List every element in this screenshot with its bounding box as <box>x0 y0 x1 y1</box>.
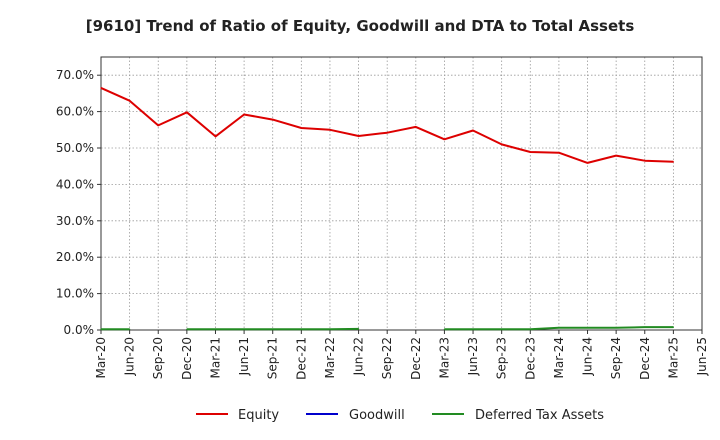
data-point-equity <box>214 135 217 137</box>
data-point-equity <box>644 160 646 162</box>
data-point-deferred-tax-assets <box>501 328 503 330</box>
legend-item-equity: Equity <box>196 408 279 423</box>
series-deferred-tax-assets <box>100 326 674 331</box>
x-tick-label: Mar-20 <box>94 337 108 378</box>
data-point-equity <box>100 87 102 89</box>
legend-item-deferred-tax-assets: Deferred Tax Assets <box>432 408 604 423</box>
data-point-equity <box>129 100 131 102</box>
x-tick-label: Jun-20 <box>123 337 137 376</box>
x-tick-label: Dec-20 <box>180 337 194 380</box>
x-tick-label: Sep-20 <box>151 337 165 379</box>
data-point-deferred-tax-assets <box>272 328 274 330</box>
x-tick-label: Sep-24 <box>609 337 623 379</box>
x-tick-label: Sep-22 <box>380 337 394 379</box>
data-point-equity <box>329 129 331 131</box>
y-tick-label: 30.0% <box>56 214 94 228</box>
y-tick-label: 50.0% <box>56 141 94 155</box>
legend-item-goodwill: Goodwill <box>306 408 405 423</box>
data-point-equity <box>529 151 531 153</box>
y-tick-label: 10.0% <box>56 287 94 301</box>
data-point-equity <box>272 119 274 121</box>
data-point-deferred-tax-assets <box>300 328 302 330</box>
data-point-equity <box>386 132 388 134</box>
data-point-deferred-tax-assets <box>472 328 474 330</box>
x-tick-label: Jun-23 <box>466 337 480 376</box>
x-tick-label: Mar-23 <box>437 337 451 378</box>
data-point-deferred-tax-assets <box>100 328 102 330</box>
x-tick-label: Mar-25 <box>666 337 680 378</box>
series-layer <box>100 86 674 331</box>
data-point-deferred-tax-assets <box>443 328 446 330</box>
plot-area <box>100 56 703 331</box>
y-tick-label: 20.0% <box>56 250 94 264</box>
data-point-equity <box>501 143 503 145</box>
data-point-equity <box>186 111 188 113</box>
data-point-equity <box>300 127 302 129</box>
x-tick-label: Sep-21 <box>266 337 280 379</box>
x-tick-label: Dec-24 <box>638 337 652 380</box>
data-point-equity <box>615 155 617 157</box>
legend: Equity Goodwill Deferred Tax Assets <box>196 408 604 423</box>
x-axis: Mar-20 Jun-20 Sep-20 Dec-20 Mar-21 Jun-21 Sep-… <box>94 330 709 380</box>
x-tick-label: Jun-21 <box>237 337 251 376</box>
data-point-deferred-tax-assets <box>186 328 188 330</box>
data-point-deferred-tax-assets <box>129 328 131 330</box>
y-axis: 0.0% 10.0% 20.0% 30.0% 40.0% 50.0% 60.0% 70.0% <box>56 68 101 337</box>
data-point-equity <box>357 135 360 137</box>
data-point-deferred-tax-assets <box>214 328 217 330</box>
x-tick-label: Dec-22 <box>409 337 423 380</box>
data-point-deferred-tax-assets <box>529 328 531 330</box>
legend-label-goodwill: Goodwill <box>349 408 405 423</box>
chart-title: [9610] Trend of Ratio of Equity, Goodwil… <box>86 17 635 35</box>
data-point-equity <box>415 126 417 128</box>
data-point-deferred-tax-assets <box>329 328 331 330</box>
data-point-deferred-tax-assets <box>243 328 245 330</box>
data-point-deferred-tax-assets <box>558 327 560 329</box>
x-tick-label: Mar-22 <box>323 337 337 378</box>
grid <box>101 57 702 330</box>
x-tick-label: Jun-25 <box>695 337 709 376</box>
y-tick-label: 0.0% <box>64 323 95 337</box>
x-tick-label: Mar-24 <box>552 337 566 378</box>
y-tick-label: 70.0% <box>56 68 94 82</box>
data-point-deferred-tax-assets <box>615 327 617 329</box>
data-point-equity <box>586 162 589 164</box>
x-tick-label: Sep-23 <box>495 337 509 379</box>
data-point-equity <box>558 152 560 154</box>
legend-label-deferred-tax-assets: Deferred Tax Assets <box>475 408 604 423</box>
data-point-deferred-tax-assets <box>672 326 674 328</box>
legend-label-equity: Equity <box>238 408 279 423</box>
series-equity <box>100 86 674 164</box>
x-tick-label: Jun-22 <box>352 337 366 376</box>
data-point-equity <box>443 138 446 140</box>
x-tick-label: Dec-23 <box>523 337 537 380</box>
y-tick-label: 40.0% <box>56 177 94 191</box>
data-point-equity <box>472 129 474 132</box>
data-point-equity <box>157 124 159 127</box>
data-point-deferred-tax-assets <box>644 326 646 328</box>
data-point-deferred-tax-assets <box>586 327 589 329</box>
x-tick-label: Dec-21 <box>294 337 308 380</box>
data-point-equity <box>243 113 245 116</box>
x-tick-label: Jun-24 <box>581 337 595 376</box>
data-point-deferred-tax-assets <box>357 328 360 330</box>
data-point-equity <box>672 161 674 163</box>
x-tick-label: Mar-21 <box>208 337 222 378</box>
y-tick-label: 60.0% <box>56 105 94 119</box>
